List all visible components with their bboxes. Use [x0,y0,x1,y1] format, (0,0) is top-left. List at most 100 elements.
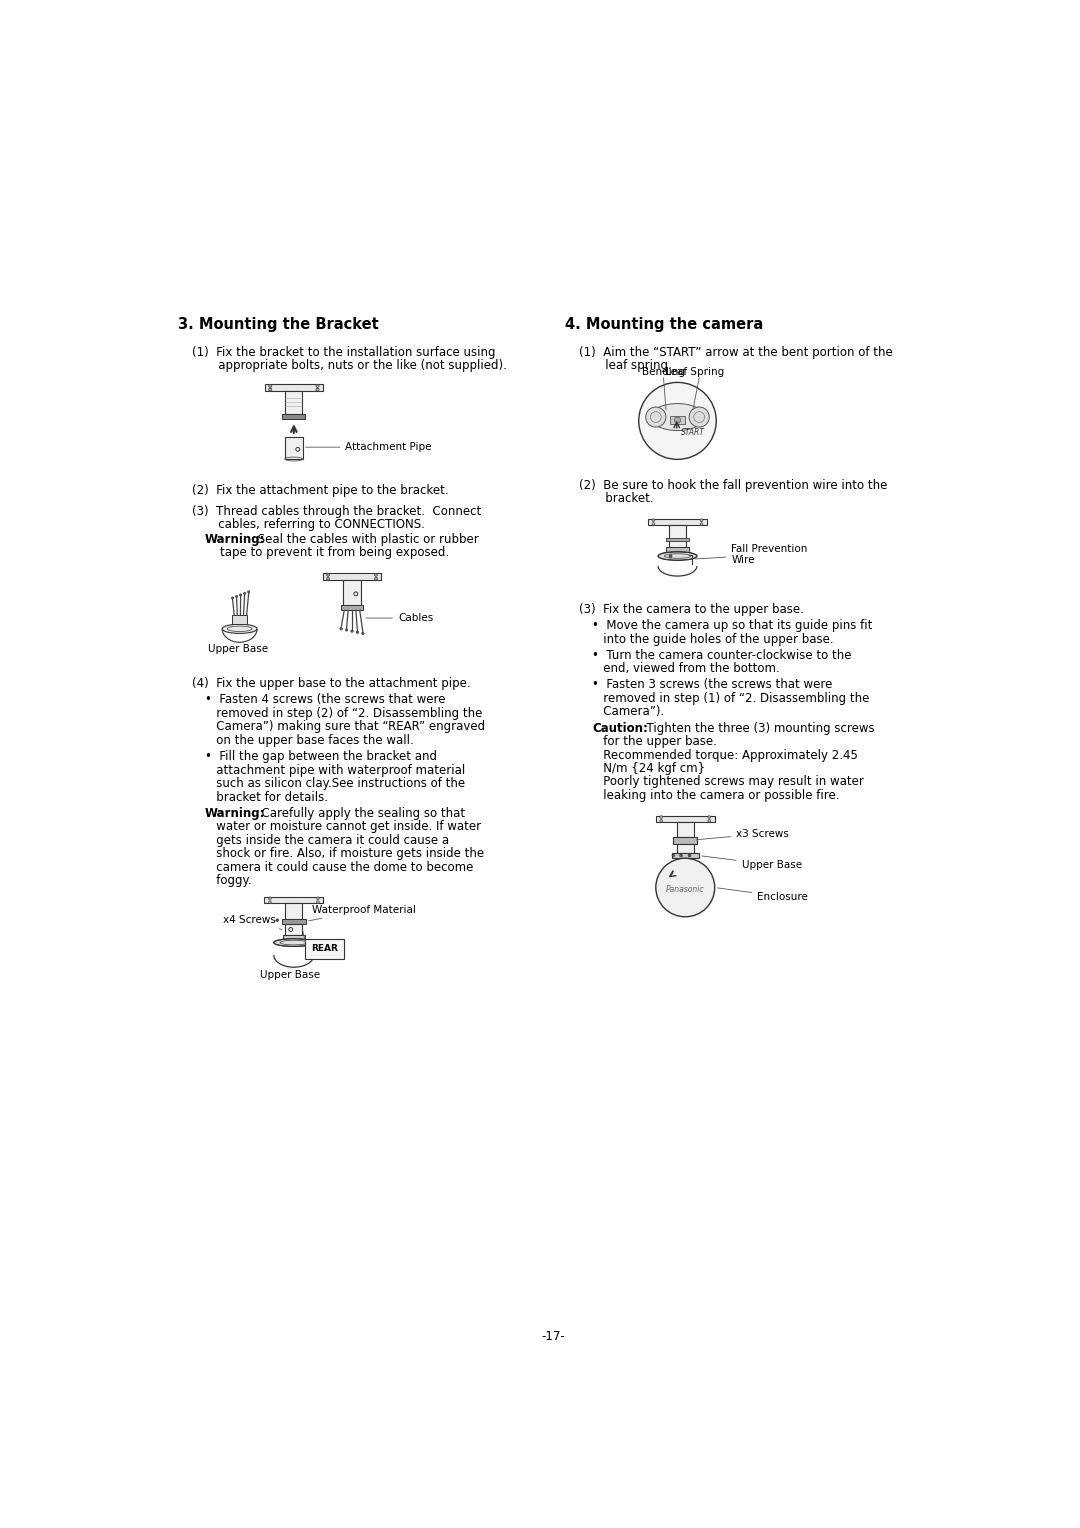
Bar [343,581,361,605]
Text: Upper Base: Upper Base [208,645,268,654]
Text: Tighten the three (3) mounting screws: Tighten the three (3) mounting screws [638,721,875,735]
Circle shape [674,417,680,423]
Circle shape [269,902,271,903]
Text: Bending: Bending [642,367,685,377]
Circle shape [247,591,249,593]
Text: water or moisture cannot get inside. If water: water or moisture cannot get inside. If … [205,821,481,833]
Circle shape [660,816,663,819]
Circle shape [275,918,279,921]
Bar [285,391,302,414]
Bar [285,924,302,935]
Text: Panasonic: Panasonic [666,885,704,894]
Text: removed in step (1) of “2. Disassembling the: removed in step (1) of “2. Disassembling… [592,692,869,704]
Text: Carefully apply the sealing so that: Carefully apply the sealing so that [254,807,464,819]
Circle shape [316,385,319,388]
Text: -17-: -17- [542,1329,565,1343]
Text: leaking into the camera or possible fire.: leaking into the camera or possible fire… [592,788,840,802]
Circle shape [679,854,683,857]
Text: 3. Mounting the Bracket: 3. Mounting the Bracket [177,316,378,332]
Circle shape [688,854,691,857]
Text: on the upper base faces the wall.: on the upper base faces the wall. [205,733,414,747]
Text: (3)  Fix the camera to the upper base.: (3) Fix the camera to the upper base. [579,604,804,616]
Text: bracket.: bracket. [579,492,653,506]
Text: Seal the cables with plastic or rubber: Seal the cables with plastic or rubber [254,533,478,545]
Text: Fall Prevention
Wire: Fall Prevention Wire [696,544,808,565]
Circle shape [672,854,675,857]
Circle shape [375,573,377,576]
Circle shape [269,388,272,391]
Bar [341,605,363,610]
Circle shape [351,630,353,633]
Text: Recommended torque: Approximately 2.45: Recommended torque: Approximately 2.45 [592,749,859,761]
Bar [648,520,707,526]
Bar [670,416,685,423]
Text: cables, referring to CONNECTIONS.: cables, referring to CONNECTIONS. [191,518,424,532]
Text: (1)  Fix the bracket to the installation surface using: (1) Fix the bracket to the installation … [191,345,495,359]
Text: •  Fill the gap between the bracket and: • Fill the gap between the bracket and [205,750,436,762]
Text: gets inside the camera it could cause a: gets inside the camera it could cause a [205,834,449,847]
Ellipse shape [222,623,257,634]
Circle shape [652,523,654,526]
Circle shape [326,573,329,576]
Circle shape [638,382,716,460]
Text: (4)  Fix the upper base to the attachment pipe.: (4) Fix the upper base to the attachment… [191,677,470,691]
Text: Camera”).: Camera”). [592,706,664,718]
Text: leaf spring.: leaf spring. [579,359,672,373]
Bar [285,437,302,458]
Bar [666,538,689,541]
Text: •  Fasten 3 screws (the screws that were: • Fasten 3 screws (the screws that were [592,678,833,692]
Circle shape [700,520,703,521]
Text: Upper Base: Upper Base [702,856,801,869]
Text: attachment pipe with waterproof material: attachment pipe with waterproof material [205,764,465,776]
Circle shape [669,555,672,558]
Circle shape [375,578,377,581]
Ellipse shape [273,938,314,946]
Text: bracket for details.: bracket for details. [205,790,327,804]
Text: shock or fire. Also, if moisture gets inside the: shock or fire. Also, if moisture gets in… [205,847,484,860]
Circle shape [326,578,329,581]
Circle shape [362,633,364,634]
Circle shape [231,597,233,599]
Text: such as silicon clay.See instructions of the: such as silicon clay.See instructions of… [205,778,464,790]
Circle shape [656,859,715,917]
Bar [323,573,381,581]
Text: end, viewed from the bottom.: end, viewed from the bottom. [592,662,780,675]
Text: for the upper base.: for the upper base. [592,735,717,749]
Text: (2)  Be sure to hook the fall prevention wire into the: (2) Be sure to hook the fall prevention … [579,478,888,492]
Text: x4 Screws: x4 Screws [222,915,282,929]
Text: tape to prevent it from being exposed.: tape to prevent it from being exposed. [205,547,449,559]
Circle shape [660,819,663,822]
Bar [677,843,693,853]
Circle shape [240,594,242,596]
Text: camera it could cause the dome to become: camera it could cause the dome to become [205,860,473,874]
Text: Attachment Pipe: Attachment Pipe [306,442,432,452]
Circle shape [356,631,359,634]
Text: Upper Base: Upper Base [260,970,320,979]
Text: Waterproof Material: Waterproof Material [309,905,416,921]
Bar [656,816,715,822]
Circle shape [316,897,320,900]
Text: Warning:: Warning: [205,807,266,819]
Text: •  Move the camera up so that its guide pins fit: • Move the camera up so that its guide p… [592,619,873,633]
Text: Warning:: Warning: [205,533,266,545]
Circle shape [700,523,703,526]
Text: START: START [680,428,704,437]
Bar [672,853,699,859]
Bar [677,822,693,837]
Bar [283,935,305,940]
Text: N/m {24 kgf cm}: N/m {24 kgf cm} [592,762,705,775]
Text: (1)  Aim the “START” arrow at the bent portion of the: (1) Aim the “START” arrow at the bent po… [579,345,893,359]
Circle shape [316,388,319,391]
Text: Caution:: Caution: [592,721,648,735]
Bar [265,897,323,903]
Ellipse shape [650,403,704,431]
Circle shape [244,593,246,594]
Text: Enclosure: Enclosure [717,888,808,902]
Bar [673,837,698,843]
Text: REAR: REAR [311,944,338,953]
Circle shape [689,406,710,426]
Text: appropriate bolts, nuts or the like (not supplied).: appropriate bolts, nuts or the like (not… [191,359,507,373]
Text: removed in step (2) of “2. Disassembling the: removed in step (2) of “2. Disassembling… [205,707,482,720]
Text: •  Turn the camera counter-clockwise to the: • Turn the camera counter-clockwise to t… [592,649,852,662]
Circle shape [346,630,348,631]
